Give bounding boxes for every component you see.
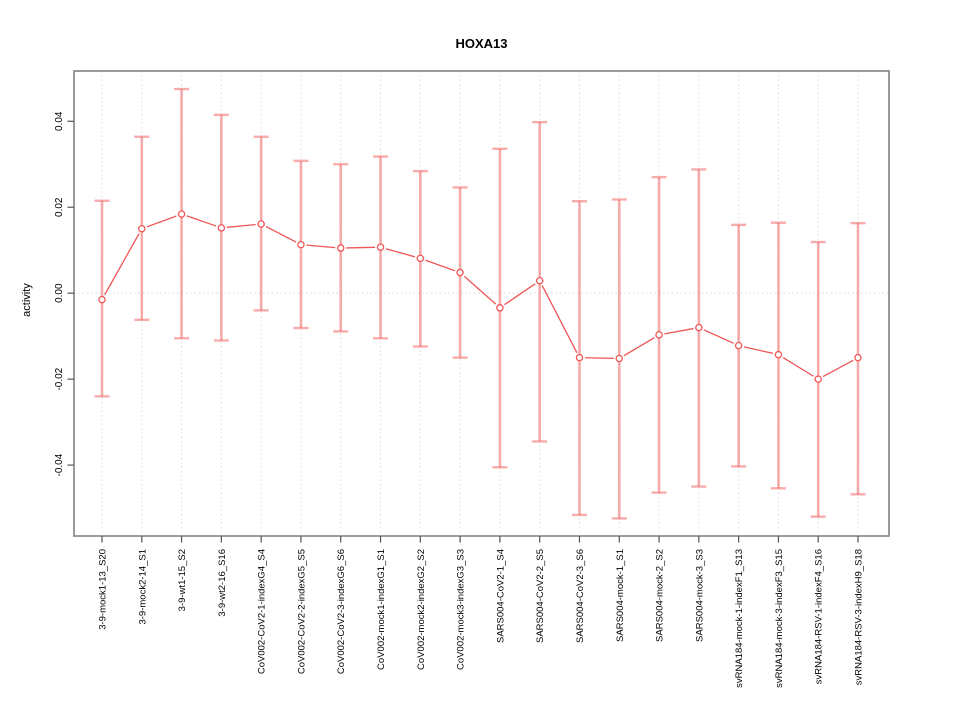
series-line-segment bbox=[743, 346, 774, 355]
series-line-segment bbox=[463, 275, 497, 305]
series-line-segment bbox=[822, 359, 854, 378]
y-tick-label: 0.00 bbox=[54, 283, 65, 303]
series-line-segment bbox=[623, 337, 655, 357]
x-tick-label: CoV002-mock1-indexG1_S1 bbox=[376, 549, 387, 670]
plot-area: 0.04 0.02 0.00 -0.02 -0.04 3-9-mock1-13_S20 3-… bbox=[54, 70, 890, 688]
series-line-segment bbox=[226, 223, 256, 228]
series-line-segment bbox=[104, 233, 140, 296]
series-line-segment bbox=[346, 246, 376, 249]
x-tick-label: 3-9-wt1-15_S2 bbox=[177, 549, 188, 611]
series-line-segment bbox=[584, 357, 614, 360]
x-tick-label: svRNA184-RSV-1-indexF4_S16 bbox=[814, 549, 825, 684]
x-tick-label: SARS004-mock-2_S2 bbox=[655, 549, 666, 642]
series-line-segment bbox=[306, 244, 336, 249]
data-point bbox=[814, 375, 822, 383]
data-point bbox=[257, 220, 265, 228]
data-point bbox=[774, 350, 783, 359]
series-line-segment bbox=[782, 356, 814, 377]
series-line-segment bbox=[265, 225, 297, 243]
x-tick-label: 3-9-mock2-14_S1 bbox=[137, 549, 148, 625]
data-point bbox=[217, 224, 226, 232]
plot-border bbox=[73, 70, 890, 537]
data-point bbox=[695, 323, 703, 332]
series-line-segment bbox=[664, 327, 694, 335]
series-line-segment bbox=[186, 215, 217, 227]
data-point bbox=[177, 210, 186, 218]
data-point bbox=[376, 243, 385, 251]
x-tick-label: SARS004-mock-1_S1 bbox=[615, 549, 626, 642]
x-tick-label: 3-9-mock1-13_S20 bbox=[98, 549, 109, 630]
x-tick-label: SARS004-mock-3_S3 bbox=[694, 549, 705, 642]
x-tick-label: CoV002-CoV2-3-indexG6_S6 bbox=[336, 549, 347, 674]
data-point bbox=[98, 295, 106, 304]
x-tick-label: svRNA184-RSV-3-indexH9_S18 bbox=[854, 549, 865, 685]
x-tick-label: SARS004-CoV2-1_S4 bbox=[495, 549, 506, 643]
x-tick-label: svRNA184-mock-3-indexF3_S15 bbox=[774, 549, 785, 688]
series-line-segment bbox=[504, 283, 536, 306]
x-tick-label: SARS004-CoV2-3_S6 bbox=[575, 549, 586, 643]
y-tick-label: 0.02 bbox=[54, 197, 65, 217]
x-tick-label: CoV002-mock3-indexG3_S3 bbox=[456, 549, 467, 670]
series-line-segment bbox=[425, 259, 456, 272]
x-tick-label: SARS004-CoV2-2_S5 bbox=[535, 549, 546, 643]
chart-title: HOXA13 bbox=[455, 36, 507, 51]
y-tick-label: -0.02 bbox=[54, 367, 65, 390]
x-tick-label: CoV002-CoV2-1-indexG4_S4 bbox=[257, 549, 268, 674]
data-point bbox=[655, 331, 663, 339]
data-point bbox=[535, 276, 544, 285]
data-point bbox=[138, 224, 146, 233]
x-tick-label: CoV002-CoV2-2-indexG5_S5 bbox=[296, 549, 307, 674]
data-point bbox=[575, 353, 584, 362]
y-tick-label: -0.04 bbox=[54, 453, 65, 476]
series-line-segment bbox=[146, 215, 177, 228]
x-tick-label: 3-9-wt2-16_S16 bbox=[217, 549, 228, 617]
series-line-segment bbox=[385, 248, 416, 258]
data-point bbox=[734, 341, 743, 350]
y-axis-label: activity bbox=[21, 283, 33, 317]
data-point bbox=[336, 244, 345, 252]
data-point bbox=[456, 268, 464, 277]
series-line-segment bbox=[541, 285, 578, 354]
data-point bbox=[496, 304, 504, 312]
x-tick-label: svRNA184-mock-1-indexF1_S13 bbox=[734, 549, 745, 688]
data-point bbox=[416, 254, 425, 263]
data-point bbox=[297, 240, 305, 249]
series-line-segment bbox=[703, 329, 734, 344]
y-tick-label: 0.04 bbox=[54, 111, 65, 131]
x-tick-label: CoV002-mock2-indexG2_S2 bbox=[416, 549, 427, 670]
data-point bbox=[615, 354, 624, 363]
data-point bbox=[854, 353, 862, 362]
